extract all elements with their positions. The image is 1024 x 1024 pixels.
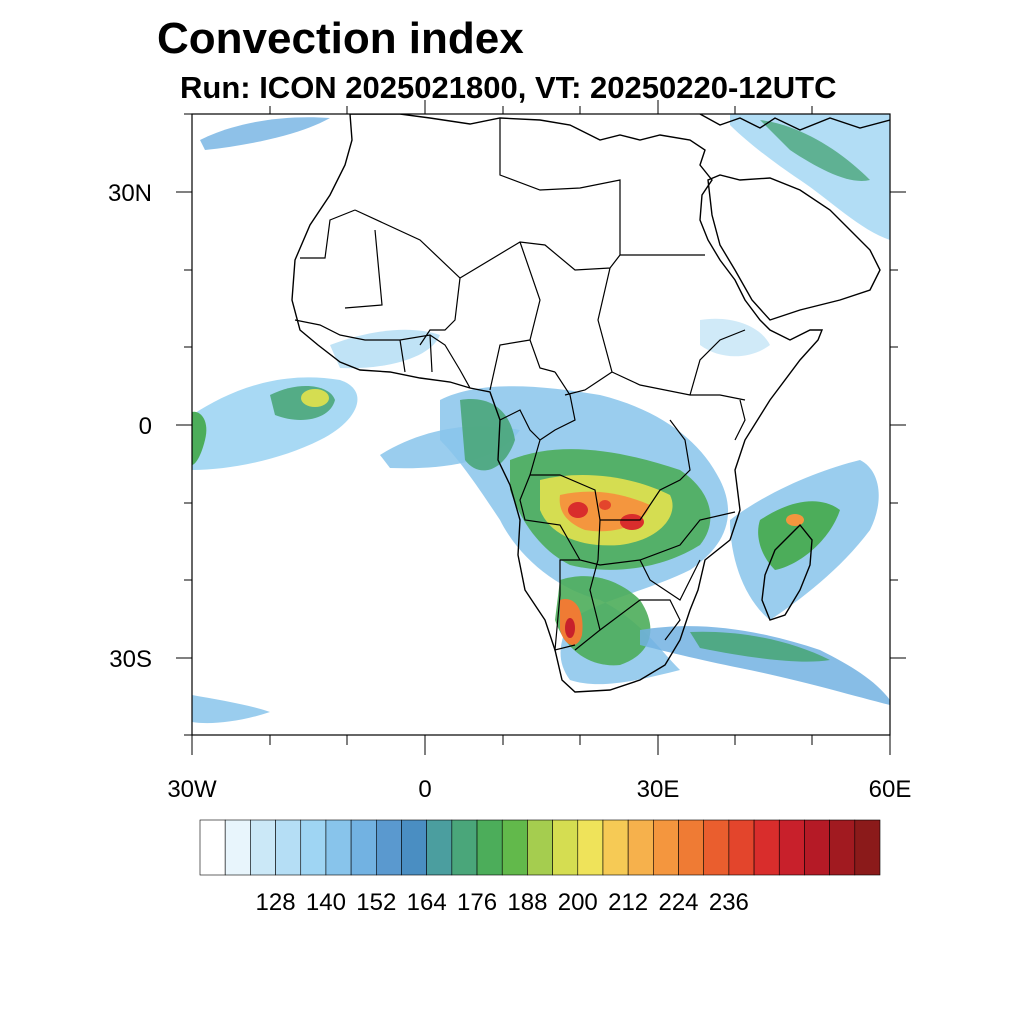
colorbar-tick-label: 152 [356, 889, 397, 916]
colorbar-swatch [653, 819, 679, 876]
europe-coastline [699, 114, 890, 131]
convection-southwest [192, 695, 270, 724]
lon-label-30w: 30W [167, 776, 217, 803]
convection-west-africa [330, 329, 440, 369]
colorbar [199, 819, 881, 876]
colorbar-swatch [375, 819, 402, 876]
colorbar-swatch [250, 819, 276, 876]
colorbar-swatch [778, 819, 805, 876]
convection-field [192, 114, 890, 724]
convection-central-red-2 [620, 514, 644, 530]
convection-middle-east [730, 114, 890, 240]
colorbar-swatch [501, 819, 528, 876]
colorbar-swatch [602, 819, 629, 876]
colorbar-swatch [350, 819, 377, 876]
convection-central-red-1 [568, 502, 588, 518]
colorbar-swatch [275, 819, 302, 876]
sahel-borders [294, 319, 471, 389]
convection-southern-plume [555, 576, 651, 666]
colorbar-tick-label: 176 [457, 889, 498, 916]
colorbar-swatch [577, 819, 604, 876]
colorbar-tick-label: 164 [406, 889, 447, 916]
arabia-coastline [707, 174, 881, 321]
convection-atlantic-band [192, 377, 358, 470]
lat-label-30n: 30N [107, 180, 152, 207]
convection-central-red-3 [599, 500, 611, 510]
colorbar-swatch [627, 819, 654, 876]
colorbar-swatch [552, 819, 579, 876]
convection-congo-west [460, 399, 515, 471]
colorbar-swatch [703, 819, 730, 876]
convection-madagascar-core [758, 501, 840, 570]
lat-label-0: 0 [138, 413, 152, 440]
colorbar-swatch [199, 819, 226, 876]
colorbar-swatch [728, 819, 755, 876]
colorbar-swatch [426, 819, 453, 876]
convection-south-indian-core [690, 631, 830, 662]
colorbar-swatch [401, 819, 427, 876]
colorbar-tick-label: 128 [255, 889, 296, 916]
convection-atlantic-hot [301, 389, 329, 407]
convection-namibia-hot [565, 618, 575, 638]
colorbar-swatch [753, 819, 780, 876]
colorbar-tick-label: 212 [608, 889, 649, 916]
africa-coastline [291, 114, 824, 693]
colorbar-tick-label: 200 [557, 889, 598, 916]
colorbar-swatch [678, 819, 705, 876]
lon-label-0: 0 [418, 776, 432, 803]
convection-south-indian [640, 626, 890, 705]
convection-middle-east-core [760, 120, 870, 181]
colorbar-swatch [224, 819, 251, 876]
convection-north-streak [200, 117, 330, 150]
map-subtitle: Run: ICON 2025021800, VT: 20250220-12UTC [180, 70, 837, 105]
colorbar-tick-label: 236 [708, 889, 749, 916]
colorbar-swatch [451, 819, 478, 876]
colorbar-tick-label: 188 [507, 889, 548, 916]
colorbar-swatch [829, 819, 856, 876]
map-title: Convection index [157, 14, 524, 63]
colorbar-swatch [527, 819, 553, 876]
convection-horn [700, 318, 770, 357]
madagascar-outline [761, 523, 813, 621]
colorbar-swatch [804, 819, 830, 876]
colorbar-tick-label: 140 [305, 889, 346, 916]
lat-label-30s: 30S [109, 646, 152, 673]
axis-ticks [176, 100, 906, 755]
lon-label-30e: 30E [636, 776, 680, 803]
convection-atlantic-west [192, 411, 207, 465]
colorbar-swatch [325, 819, 352, 876]
country-borders [300, 118, 746, 651]
convection-madagascar-hot [786, 514, 804, 526]
coastlines [291, 114, 890, 693]
colorbar-tick-label: 224 [658, 889, 699, 916]
lon-label-60e: 60E [868, 776, 912, 803]
colorbar-swatch [300, 819, 327, 876]
colorbar-swatch [476, 819, 503, 876]
colorbar-swatch [854, 819, 881, 876]
